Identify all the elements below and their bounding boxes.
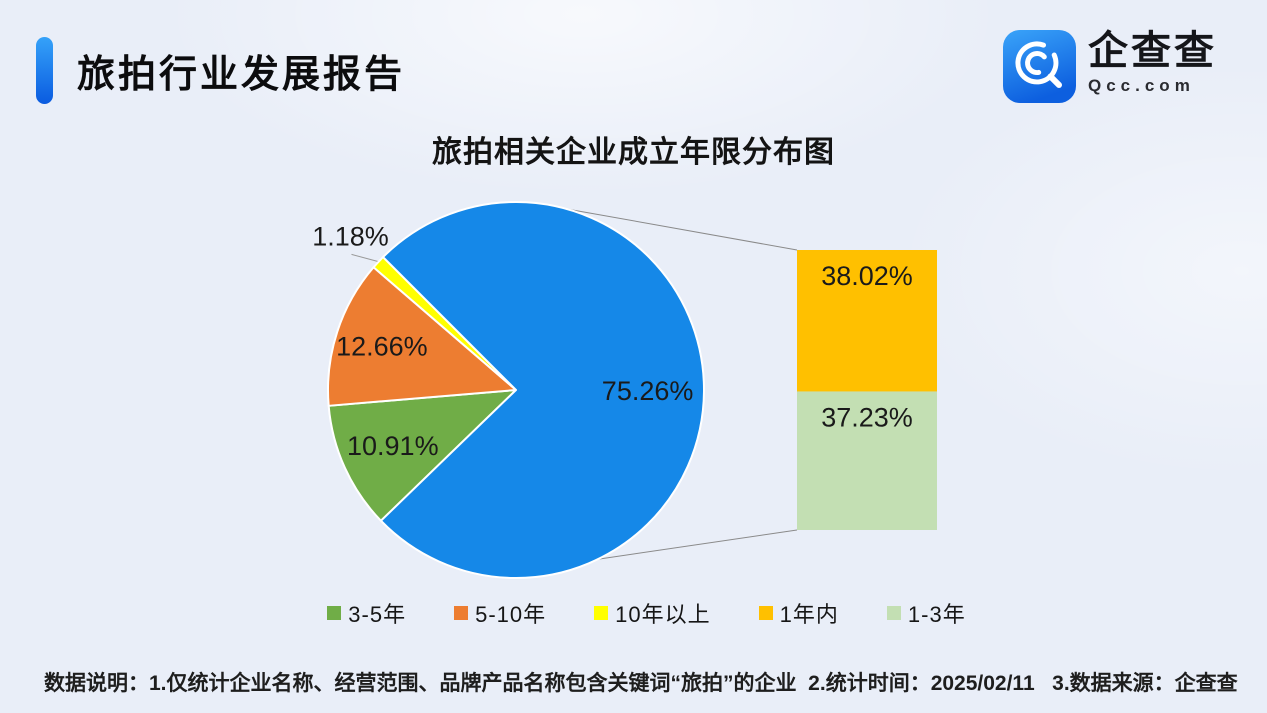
- magnifier-c-icon: [1003, 30, 1076, 103]
- pie-slice-0: [327, 389, 517, 522]
- legend-swatch: [594, 606, 609, 620]
- legend-swatch: [454, 606, 469, 620]
- bar-segment-0: [797, 250, 937, 392]
- pie-slice-1: [327, 266, 517, 407]
- logo-name: 企查查: [1088, 29, 1217, 73]
- pie-outside-label-2: 1.18%: [312, 221, 389, 251]
- bar-label-0: 38.02%: [821, 261, 913, 291]
- report-header: 旅拍行业发展报告: [36, 36, 405, 104]
- page-title: 旅拍行业发展报告: [77, 53, 406, 96]
- legend-label: 1年内: [779, 602, 839, 627]
- logo-domain: Qcc.com: [1088, 76, 1195, 95]
- legend-swatch: [758, 606, 773, 620]
- legend-item: 1年内: [758, 597, 839, 629]
- pie-label-0: 10.91%: [347, 431, 439, 461]
- chart-title: 旅拍相关企业成立年限分布图: [432, 136, 835, 169]
- pie-label-3: 75.26%: [602, 376, 694, 406]
- connector-line-bottom: [597, 529, 798, 560]
- legend-item: 10年以上: [594, 597, 710, 629]
- legend-label: 5-10年: [475, 602, 547, 627]
- legend-item: 5-10年: [454, 597, 546, 629]
- bar-segment-1: [797, 391, 937, 530]
- chart-legend: 3-5年 5-10年 10年以上 1年内 1-3年: [0, 597, 1267, 629]
- legend-item: 1-3年: [886, 597, 966, 629]
- connector-line-top: [566, 208, 798, 251]
- legend-item: 3-5年: [327, 597, 406, 629]
- pie-label-1: 12.66%: [336, 332, 428, 362]
- pie-label-leader-2: [351, 253, 378, 262]
- pie-slice-3: [379, 201, 705, 579]
- data-notes: 数据说明：1.仅统计企业名称、经营范围、品牌产品名称包含关键词“旅拍”的企业 2…: [44, 672, 1238, 695]
- title-accent-bar: [36, 36, 53, 104]
- qcc-logo-text: 企查查 Qcc.com: [1088, 30, 1217, 96]
- legend-swatch: [327, 606, 342, 620]
- legend-swatch: [886, 606, 901, 620]
- legend-label: 1-3年: [907, 602, 966, 627]
- legend-label: 3-5年: [348, 602, 407, 627]
- qcc-logo: 企查查 Qcc.com: [1003, 30, 1217, 103]
- legend-label: 10年以上: [615, 602, 711, 627]
- bar-label-1: 37.23%: [821, 402, 913, 432]
